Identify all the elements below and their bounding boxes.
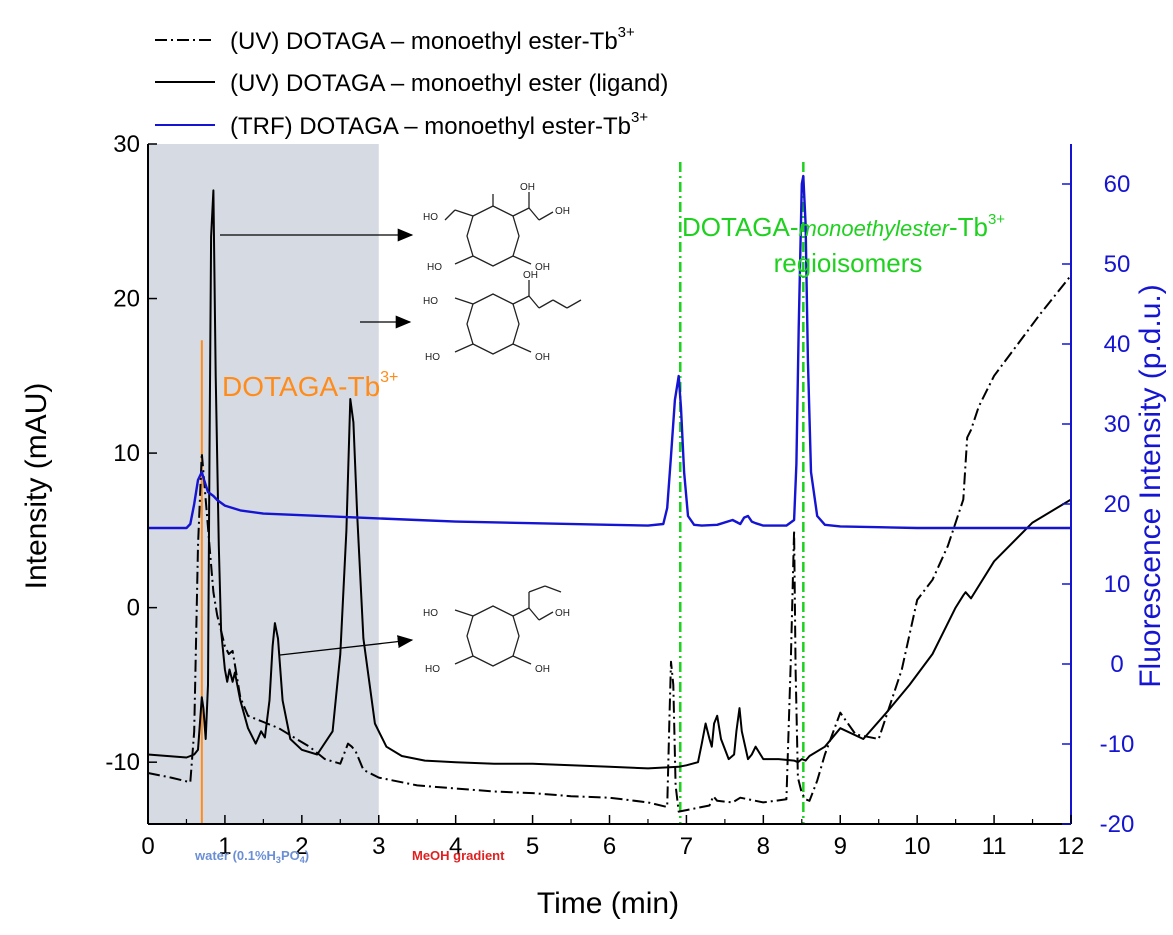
- solvent-label-meoh: MeOH gradient: [412, 848, 505, 863]
- solvent-label-water: water (0.1%H3PO4): [194, 848, 309, 865]
- y-right-tick-label: 20: [1104, 491, 1131, 518]
- series-line-0: [147, 274, 1072, 813]
- y-axis-left-title: Intensity (mAU): [20, 383, 53, 590]
- x-tick-label: 5: [526, 833, 539, 860]
- y-right-tick-label: 0: [1110, 651, 1123, 678]
- legend-label-uv-tb: (UV) DOTAGA – monoethyl ester-Tb3+: [230, 24, 635, 55]
- vertical-marker-lines: [200, 162, 805, 824]
- structure-ester-terminal: OH HO HO OH: [423, 270, 582, 363]
- x-tick-label: 9: [834, 833, 847, 860]
- x-tick-label: 1: [218, 833, 231, 860]
- y-right-tick-label: 60: [1104, 171, 1131, 198]
- structure-ester-terminal-oh-2: OH: [535, 352, 550, 363]
- x-tick-label: 6: [603, 833, 616, 860]
- y-right-tick-label: 30: [1104, 411, 1131, 438]
- structure-dotaga: OH OH HO HO OH: [423, 182, 570, 273]
- structure-ester-terminal-ho-2: HO: [425, 352, 440, 363]
- structure-ester-terminal-ho-1: HO: [423, 296, 438, 307]
- y-left-tick-label: 0: [127, 595, 140, 622]
- y-left-tick-label: 30: [113, 131, 140, 158]
- y-right-tick-label: -10: [1100, 731, 1135, 758]
- series-line-1: [147, 189, 1072, 770]
- legend-label-trf: (TRF) DOTAGA – monoethyl ester-Tb3+: [230, 109, 648, 140]
- arrow-to-structure-ester-2: [279, 635, 414, 656]
- y-right-tick-label: 10: [1104, 571, 1131, 598]
- structure-ester-alpha-ho-2: HO: [425, 664, 440, 675]
- structure-ester-alpha: HO OH HO OH: [423, 585, 570, 675]
- x-tick-label: 8: [757, 833, 770, 860]
- structure-ester-alpha-oh-1: OH: [555, 608, 570, 619]
- x-tick-label: 4: [449, 833, 462, 860]
- y-left-tick-label: 10: [113, 440, 140, 467]
- annotation-regioisomers-line2: regioisomers: [774, 248, 923, 278]
- x-tick-label: 0: [141, 833, 154, 860]
- legend: (UV) DOTAGA – monoethyl ester-Tb3+ (UV) …: [155, 24, 668, 140]
- x-axis-title: Time (min): [537, 887, 679, 920]
- x-tick-label: 2: [295, 833, 308, 860]
- x-tick-label: 7: [680, 833, 693, 860]
- y-right-tick-label: 50: [1104, 251, 1131, 278]
- y-left-tick-label: -10: [105, 749, 140, 776]
- structure-ester-terminal-oh-1: OH: [523, 270, 538, 281]
- y-axis-right-title: Fluorescence Intensity (p.d.u.): [1134, 284, 1167, 688]
- x-tick-label: 3: [372, 833, 385, 860]
- structure-ester-alpha-oh-2: OH: [535, 664, 550, 675]
- y-left-tick-label: 20: [113, 286, 140, 313]
- legend-label-uv-ligand: (UV) DOTAGA – monoethyl ester (ligand): [230, 70, 668, 97]
- structure-dotaga-oh-1: OH: [520, 182, 535, 193]
- series-layer: [147, 174, 1072, 813]
- y-right-tick-label: 40: [1104, 331, 1131, 358]
- water-phase-shaded-region: [148, 144, 379, 824]
- y-right-tick-label: -20: [1100, 811, 1135, 838]
- x-tick-label: 12: [1058, 833, 1085, 860]
- annotation-regioisomers-line1: DOTAGA-monoethylester-Tb3+: [682, 211, 1005, 242]
- x-tick-label: 10: [904, 833, 931, 860]
- annotation-dotaga-tb: DOTAGA-Tb3+: [222, 369, 398, 402]
- ticks: 0 1 2 3 4 5 6 7 8 9 10 11 12-100102030-20-1001020304…: [105, 131, 1134, 860]
- series-line-2: [148, 174, 1071, 530]
- structure-dotaga-ho-2: HO: [427, 262, 442, 273]
- x-tick-label: 11: [982, 833, 1007, 860]
- structure-dotaga-ho-1: HO: [423, 212, 438, 223]
- structure-ester-alpha-ho-1: HO: [423, 608, 438, 619]
- structure-dotaga-oh-3: OH: [535, 262, 550, 273]
- structure-dotaga-oh-2: OH: [555, 206, 570, 217]
